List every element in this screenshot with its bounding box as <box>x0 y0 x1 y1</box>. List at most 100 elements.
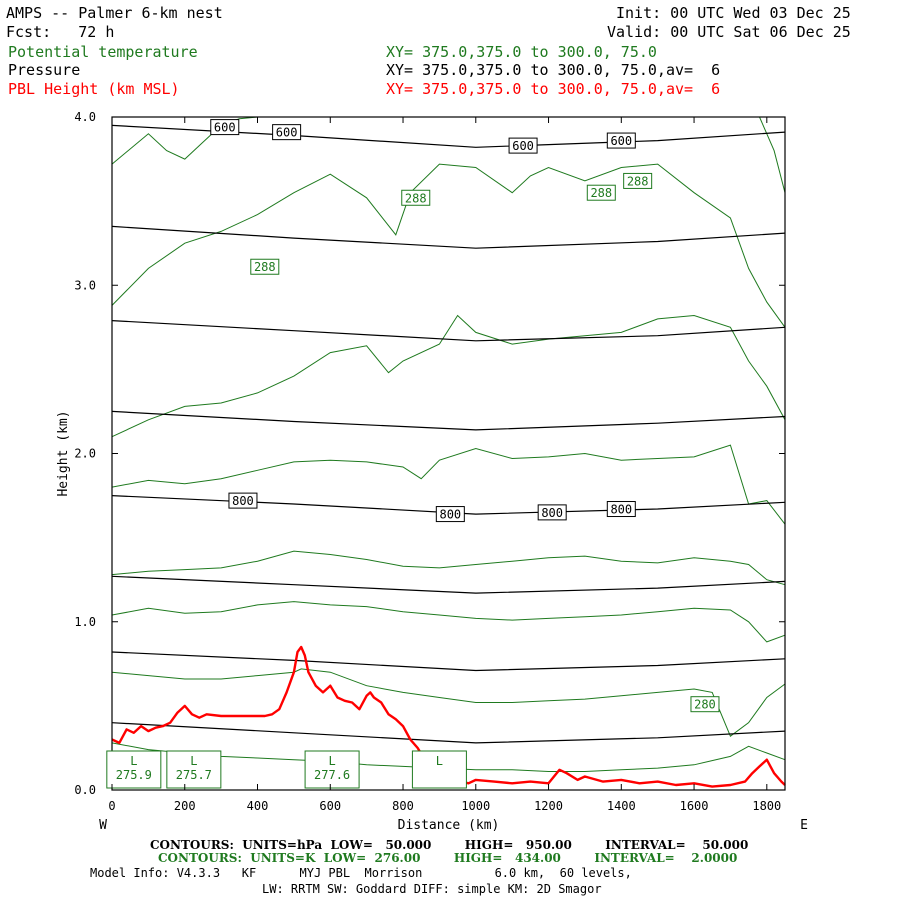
low-center-letter-2: L <box>328 754 335 768</box>
x-tick-label-0: 0 <box>108 799 115 813</box>
field-theta-xy: XY= 375.0,375.0 to 300.0, 75.0 <box>386 43 657 61</box>
isobar-label-2: 600 <box>508 137 538 154</box>
isobar-label-5: 800 <box>435 506 465 523</box>
low-center-value-0: 275.9 <box>116 768 152 782</box>
west-end-label: W <box>99 818 107 833</box>
x-tick-label-1200: 1200 <box>534 799 563 813</box>
theta-contour-2 <box>111 601 786 643</box>
theta-label-3-box <box>623 172 653 189</box>
theta-label-1: 288 <box>401 189 431 206</box>
x-tick-label-800: 800 <box>392 799 414 813</box>
field-pressure-name: Pressure <box>8 61 81 79</box>
theta-label-2-box <box>586 184 616 201</box>
theta-contour-3 <box>111 550 786 586</box>
isobar-label-1: 600 <box>272 124 302 141</box>
isobar-label-3: 600 <box>606 132 636 149</box>
theta-label-2: 288 <box>586 184 616 201</box>
theta-contour-0 <box>111 742 786 772</box>
east-end-label: E <box>800 818 808 833</box>
isobar-label-1-text: 600 <box>276 126 298 140</box>
isobar-label-3-box <box>606 132 636 149</box>
x-tick-label-1800: 1800 <box>752 799 781 813</box>
isobar-label-2-box <box>508 137 538 154</box>
theta-contour-1 <box>111 668 786 737</box>
y-tick-label-3.0: 3.0 <box>74 278 96 292</box>
valid-time: Valid: 00 UTC Sat 06 Dec 25 <box>607 23 851 41</box>
low-center-3: L <box>411 750 467 789</box>
theta-contour-8 <box>759 116 786 193</box>
isobar-950 <box>111 722 786 744</box>
field-theta-name: Potential temperature <box>8 43 198 61</box>
theta-label-0-text: 288 <box>254 260 276 274</box>
isobar-850 <box>111 575 786 594</box>
isobar-label-0: 600 <box>210 119 240 136</box>
low-center-letter-3: L <box>436 754 443 768</box>
isobar-label-0-box <box>210 119 240 136</box>
low-center-box-1 <box>166 750 222 789</box>
theta-label-3: 288 <box>623 172 653 189</box>
theta-contour-5 <box>111 314 786 438</box>
isobar-label-2-text: 600 <box>512 139 534 153</box>
isobar-label-6: 800 <box>537 504 567 521</box>
model-info: Model Info: V4.3.3 KF MYJ PBL Morrison 6… <box>90 866 632 880</box>
pbl-height-line <box>111 645 786 788</box>
y-tick-label-0.0: 0.0 <box>74 783 96 797</box>
low-center-letter-1: L <box>190 754 197 768</box>
isobar-label-1-box <box>272 124 302 141</box>
contour-info-pressure: CONTOURS: UNITS=hPa LOW= 50.000 HIGH= 95… <box>150 838 749 852</box>
theta-label-3-text: 288 <box>627 174 649 188</box>
isobar-900 <box>111 651 786 672</box>
theta-label-4-box <box>690 696 720 713</box>
isobar-750 <box>111 410 786 431</box>
low-center-value-2: 277.6 <box>314 768 350 782</box>
init-time: Init: 00 UTC Wed 03 Dec 25 <box>616 4 851 22</box>
theta-contour-7 <box>111 116 269 165</box>
isobar-label-7-text: 800 <box>610 503 632 517</box>
low-center-letter-0: L <box>130 754 137 768</box>
isobar-label-5-text: 800 <box>439 508 461 522</box>
x-axis-title: Distance (km) <box>398 818 500 833</box>
y-axis-title: Height (km) <box>56 410 71 496</box>
isobar-label-4: 800 <box>228 492 258 509</box>
field-pbl-xy: XY= 375.0,375.0 to 300.0, 75.0,av= 6 <box>386 80 721 98</box>
isobar-label-3-text: 600 <box>610 134 632 148</box>
low-center-box-2 <box>304 750 360 789</box>
x-tick-label-200: 200 <box>174 799 196 813</box>
isobar-label-7: 800 <box>606 501 636 518</box>
theta-label-0-box <box>250 258 280 275</box>
x-tick-label-1600: 1600 <box>680 799 709 813</box>
isobar-650 <box>111 225 786 249</box>
contour-info-theta: CONTOURS: UNITS=K LOW= 276.00 HIGH= 434.… <box>158 851 738 865</box>
theta-label-4-text: 280 <box>694 698 716 712</box>
low-center-box-3 <box>411 750 467 789</box>
isobar-label-6-text: 800 <box>541 506 563 520</box>
theta-label-1-box <box>401 189 431 206</box>
low-center-box-0 <box>106 750 162 789</box>
isobar-label-0-text: 600 <box>214 121 236 135</box>
plot-frame <box>111 116 786 791</box>
x-tick-label-400: 400 <box>247 799 269 813</box>
low-center-value-1: 275.7 <box>176 768 212 782</box>
y-tick-label-1.0: 1.0 <box>74 615 96 629</box>
field-pressure-xy: XY= 375.0,375.0 to 300.0, 75.0,av= 6 <box>386 61 721 79</box>
x-tick-label-1400: 1400 <box>607 799 636 813</box>
theta-contour-4 <box>111 444 786 525</box>
theta-label-4: 280 <box>690 696 720 713</box>
isobar-label-6-box <box>537 504 567 521</box>
theta-label-0: 288 <box>250 258 280 275</box>
theta-label-2-text: 288 <box>590 186 612 200</box>
y-tick-label-4.0: 4.0 <box>74 110 96 124</box>
theta-contour-6 <box>111 163 786 328</box>
field-pbl-name: PBL Height (km MSL) <box>8 80 180 98</box>
theta-label-1-text: 288 <box>405 191 427 205</box>
x-tick-label-1000: 1000 <box>461 799 490 813</box>
forecast-hour: Fcst: 72 h <box>6 23 115 41</box>
isobar-label-4-box <box>228 492 258 509</box>
x-tick-label-600: 600 <box>319 799 341 813</box>
isobar-label-5-box <box>435 506 465 523</box>
isobar-700 <box>111 320 786 342</box>
isobar-label-7-box <box>606 501 636 518</box>
